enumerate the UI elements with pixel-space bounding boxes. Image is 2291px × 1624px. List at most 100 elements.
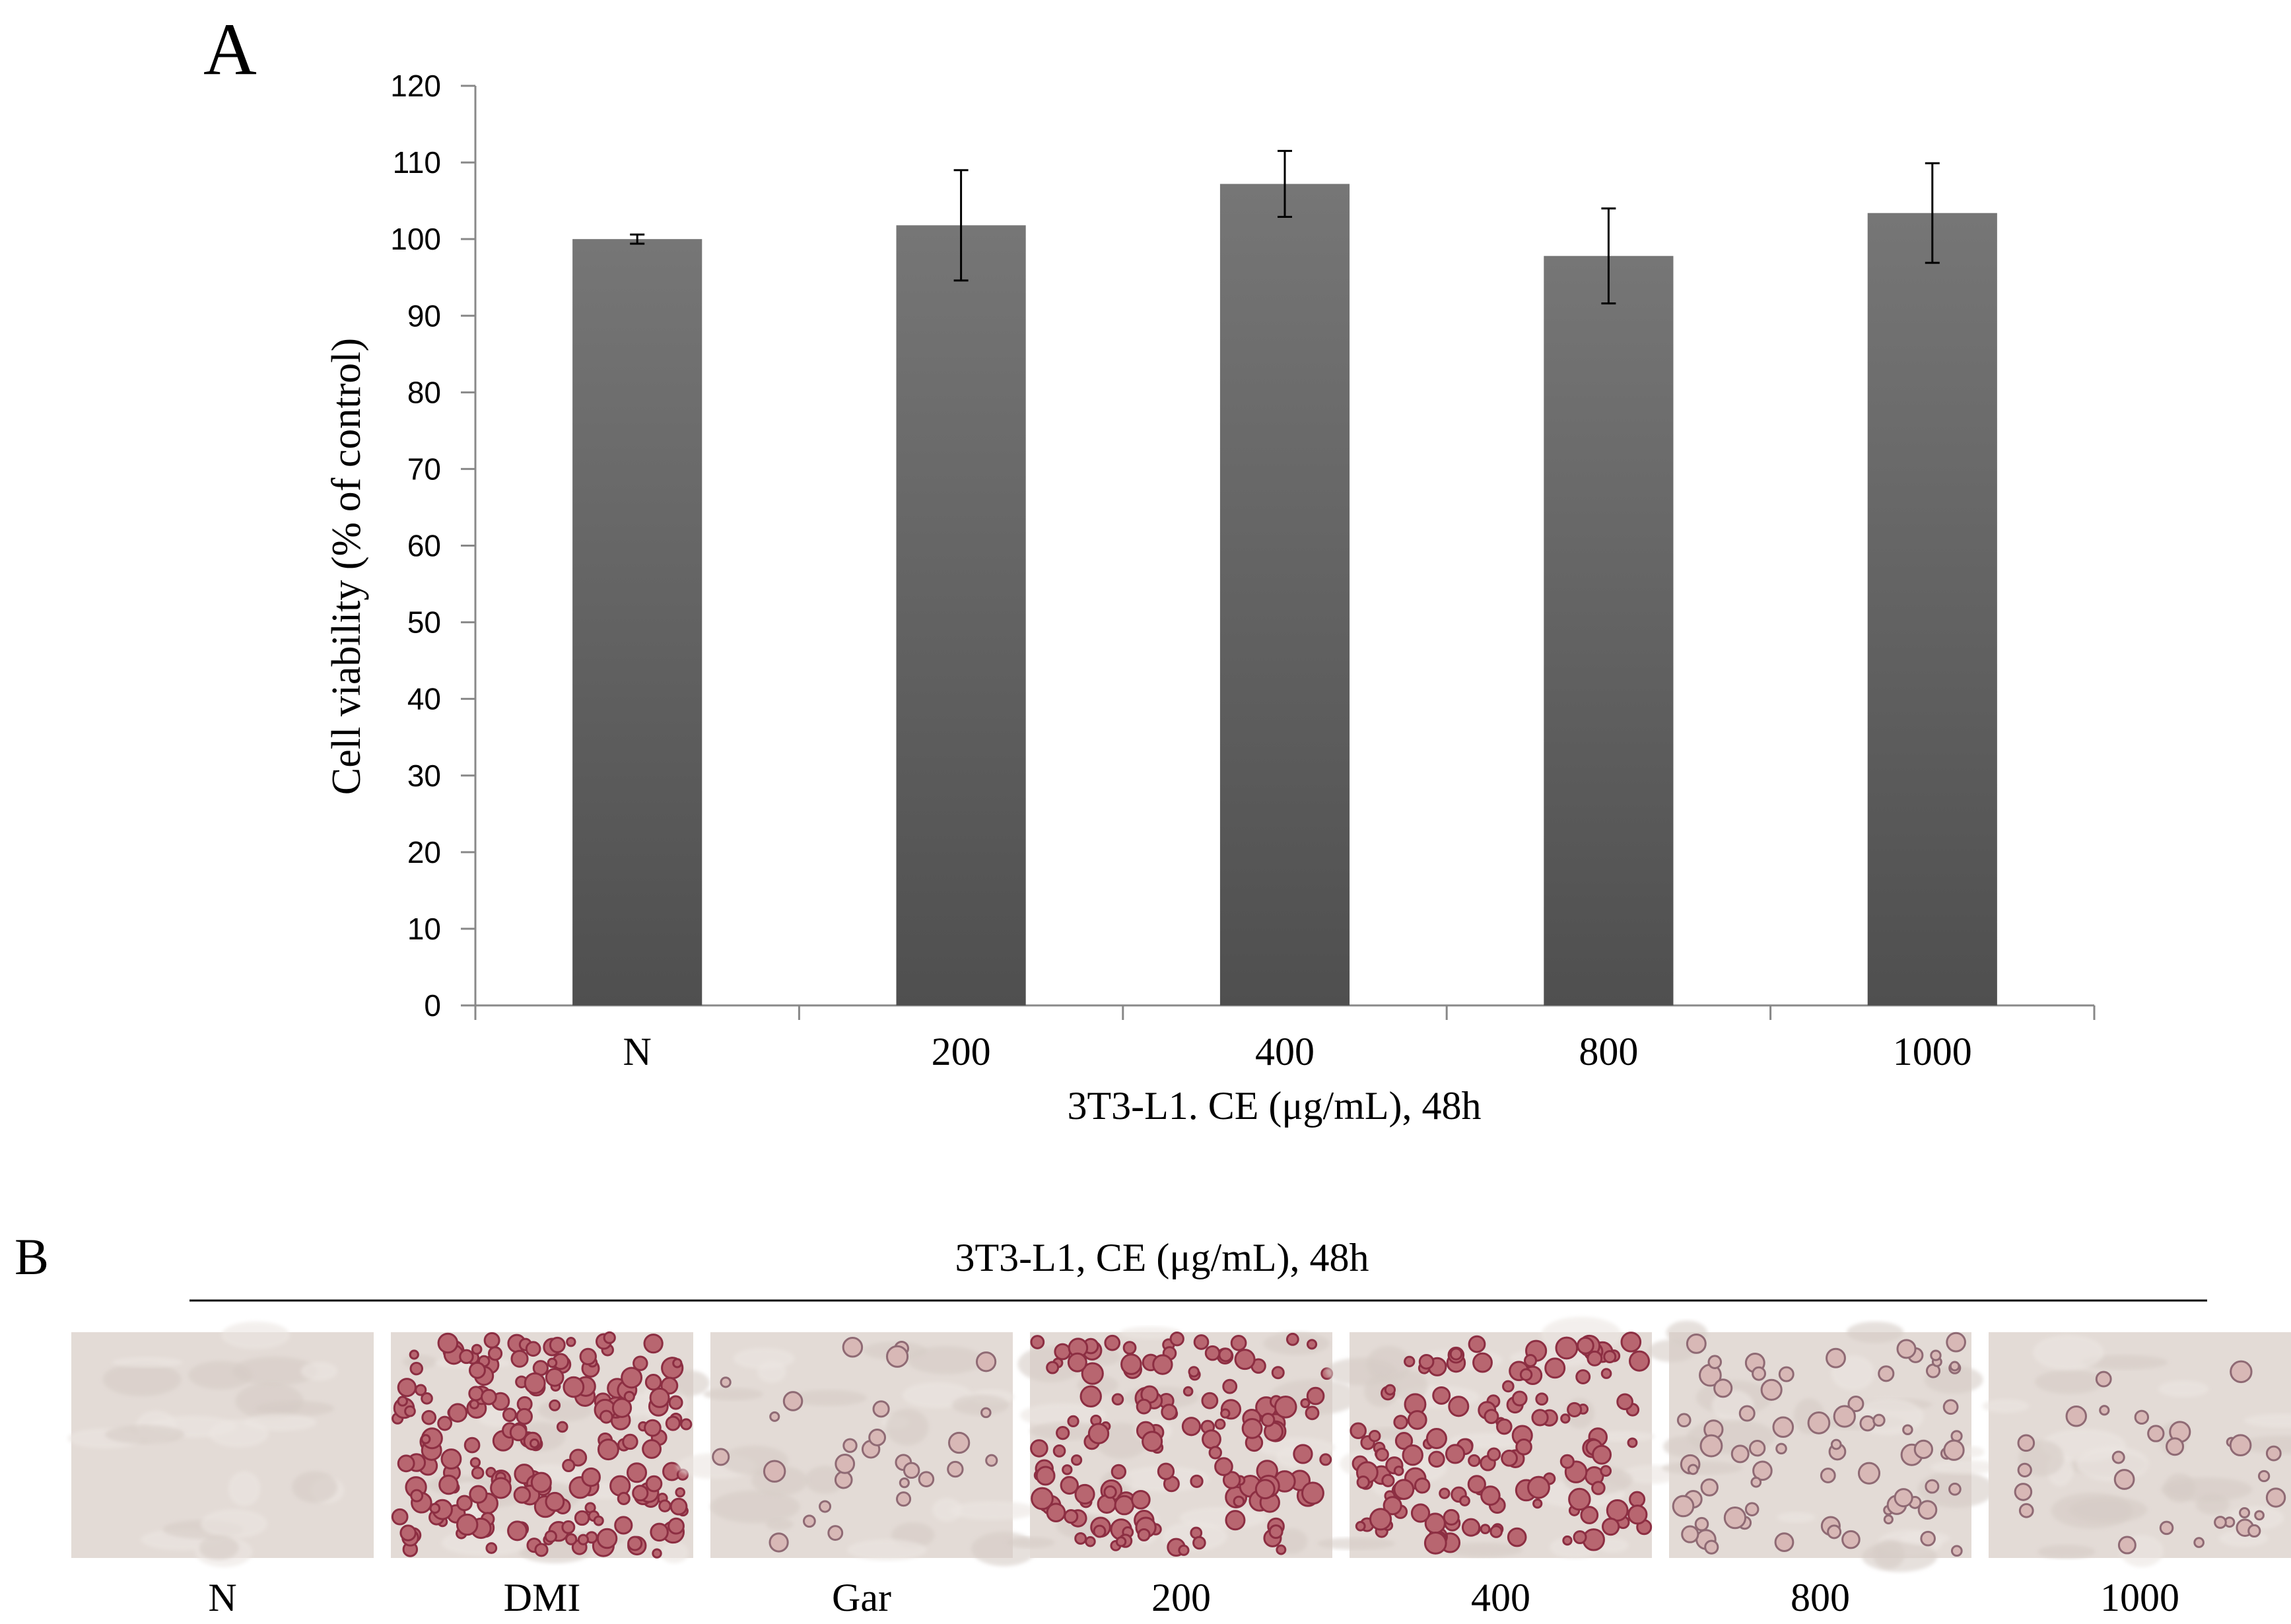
- bar-200: [896, 225, 1026, 1005]
- lipid-droplet: [469, 1457, 481, 1468]
- texture-blob: [1982, 1399, 2030, 1413]
- texture-blob: [209, 1419, 269, 1448]
- lipid-droplet: [562, 1458, 576, 1473]
- texture-blob: [932, 1497, 963, 1522]
- texture-blob: [949, 1501, 1037, 1520]
- panel-b-label: B: [15, 1228, 49, 1285]
- lipid-droplet: [2099, 1405, 2110, 1416]
- lipid-droplet: [1532, 1498, 1543, 1509]
- lipid-droplet: [842, 1337, 864, 1358]
- lipid-droplet: [1423, 1532, 1447, 1555]
- lipid-droplet: [2230, 1360, 2253, 1384]
- lipid-droplet: [1274, 1395, 1297, 1419]
- lipid-droplet: [1872, 1413, 1886, 1427]
- lipid-droplet: [1841, 1530, 1861, 1549]
- texture-blob: [885, 1408, 929, 1446]
- lipid-droplet: [1519, 1368, 1533, 1381]
- x-tick-label: 1000: [1893, 1030, 1972, 1073]
- lipid-droplet: [1531, 1409, 1549, 1427]
- lipid-droplet: [1820, 1468, 1836, 1483]
- texture-blob: [951, 1394, 1009, 1415]
- lipid-droplet: [509, 1423, 528, 1442]
- lipid-droplet: [1472, 1352, 1493, 1373]
- lipid-droplet: [1496, 1418, 1513, 1435]
- y-axis-label: Cell viability (% of control): [324, 338, 369, 795]
- lipid-droplet: [579, 1347, 597, 1366]
- lipid-droplet: [1606, 1499, 1629, 1522]
- lipid-droplet: [577, 1534, 589, 1545]
- lipid-droplet: [627, 1536, 643, 1551]
- lipid-droplet: [1081, 1362, 1104, 1385]
- texture-blob: [733, 1347, 795, 1370]
- lipid-droplet: [896, 1491, 912, 1507]
- texture-blob: [1777, 1512, 1816, 1523]
- lipid-droplet: [563, 1376, 585, 1398]
- lipid-droplet: [1459, 1495, 1470, 1506]
- lipid-droplet: [1131, 1489, 1151, 1510]
- lipid-droplet: [1161, 1404, 1178, 1421]
- lipid-droplet: [1943, 1439, 1965, 1461]
- texture-blob: [660, 1541, 689, 1564]
- lipid-droplet: [1103, 1485, 1117, 1499]
- micrograph-800: [1647, 1320, 2000, 1573]
- lipid-droplet: [1375, 1447, 1389, 1462]
- lipid-droplet: [1707, 1355, 1723, 1369]
- texture-blob: [232, 1356, 318, 1386]
- lipid-droplet: [1122, 1341, 1137, 1355]
- texture-blob: [105, 1425, 185, 1444]
- lipid-droplet: [544, 1530, 557, 1543]
- lipid-droplet: [2193, 1537, 2205, 1548]
- lipid-droplet: [1827, 1524, 1842, 1539]
- lipid-droplet: [534, 1543, 549, 1557]
- lipid-droplet: [975, 1351, 997, 1372]
- lipid-droplet: [459, 1349, 474, 1365]
- texture-blob: [2076, 1446, 2150, 1482]
- lipid-droplet: [2017, 1434, 2035, 1452]
- lipid-droplet: [669, 1497, 688, 1516]
- lipid-droplet: [566, 1336, 576, 1347]
- texture-blob: [228, 1471, 261, 1506]
- micrograph-N: [67, 1321, 374, 1567]
- lipid-droplet: [469, 1399, 480, 1409]
- lipid-droplet: [650, 1522, 669, 1542]
- texture-blob: [1661, 1461, 1743, 1475]
- lipid-droplet: [2166, 1437, 2185, 1456]
- lipid-droplet: [633, 1355, 648, 1371]
- texture-blob: [1444, 1543, 1523, 1557]
- lipid-droplet: [507, 1520, 528, 1541]
- lipid-droplet: [1744, 1502, 1760, 1516]
- lipid-droplet: [516, 1407, 533, 1425]
- micrograph-1000: [1982, 1332, 2291, 1567]
- lipid-droplet: [1686, 1334, 1707, 1354]
- lipid-droplet: [1760, 1378, 1783, 1401]
- lipid-droplet: [1902, 1424, 1913, 1436]
- lipid-droplet: [1568, 1487, 1591, 1511]
- lipid-droplet: [827, 1525, 844, 1541]
- lipid-droplet: [1056, 1425, 1070, 1440]
- micrograph-DMI: [391, 1331, 710, 1564]
- micrograph-label: Gar: [832, 1576, 891, 1619]
- lipid-droplet: [769, 1411, 780, 1422]
- texture-blob: [102, 1363, 182, 1396]
- lipid-droplet: [1527, 1475, 1550, 1499]
- lipid-droplet: [603, 1331, 616, 1344]
- lipid-droplet: [2257, 1470, 2271, 1483]
- lipid-droplet: [1449, 1347, 1463, 1361]
- lipid-droplet: [1857, 1462, 1881, 1485]
- lipid-droplet: [1694, 1516, 1709, 1532]
- lipid-droplet: [483, 1332, 500, 1349]
- lipid-droplet: [1778, 1366, 1795, 1382]
- y-tick-label: 20: [407, 835, 441, 869]
- lipid-droplet: [658, 1499, 671, 1512]
- x-tick-label: 200: [932, 1030, 991, 1073]
- lipid-droplet: [391, 1508, 409, 1526]
- lipid-droplet: [2134, 1409, 2150, 1425]
- lipid-droplet: [617, 1491, 631, 1505]
- lipid-droplet: [471, 1466, 485, 1479]
- lipid-droplet: [1031, 1487, 1054, 1510]
- lipid-droplet: [1152, 1354, 1173, 1375]
- lipid-droplet: [437, 1332, 459, 1354]
- lipid-droplet: [763, 1460, 786, 1483]
- lipid-droplet: [680, 1418, 693, 1431]
- lipid-droplet: [1383, 1496, 1402, 1516]
